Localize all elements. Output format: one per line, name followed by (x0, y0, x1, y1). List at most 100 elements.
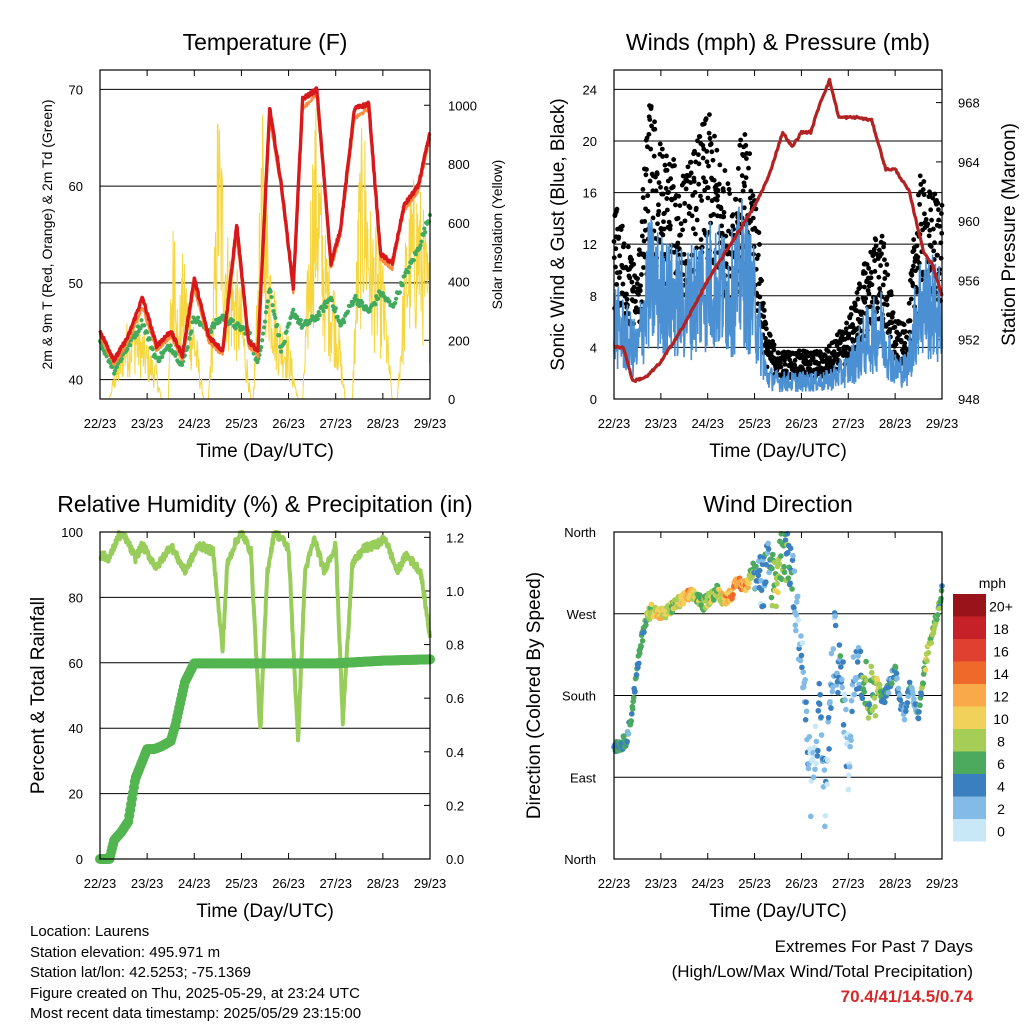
sonic-wind-line (613, 198, 943, 393)
gust-point (614, 281, 620, 287)
gust-point (675, 215, 681, 221)
extremes-subtitle: (High/Low/Max Wind/Total Precipitation) (671, 962, 973, 981)
direction-point (758, 587, 765, 594)
direction-point (753, 563, 759, 570)
gust-point (854, 290, 860, 295)
temp-2m-line (98, 86, 432, 363)
gust-point (885, 272, 891, 278)
gust-point (717, 162, 723, 168)
gust-point (907, 329, 913, 335)
gust-point (722, 168, 728, 173)
gust-point (660, 232, 666, 238)
direction-point (816, 701, 823, 707)
gust-point (876, 247, 882, 253)
gust-point (843, 326, 849, 332)
gust-point (652, 126, 658, 132)
gust-point (671, 157, 677, 162)
direction-point (806, 733, 813, 740)
gust-point (691, 178, 697, 184)
dewpoint-point (335, 314, 340, 319)
dewpoint-point (136, 329, 141, 334)
dewpoint-point (393, 301, 398, 306)
direction-point (915, 715, 922, 722)
gust-point (642, 219, 648, 224)
direction-point (854, 659, 861, 665)
gust-point (645, 208, 651, 214)
colorbar-label: 20+ (989, 598, 1013, 614)
x-tick-label: 29/23 (414, 416, 447, 431)
direction-point (765, 546, 772, 552)
gust-point (928, 207, 934, 213)
gust-point (682, 218, 688, 224)
gust-point (648, 146, 654, 152)
direction-point (781, 569, 788, 576)
gust-point (640, 195, 646, 201)
gust-point (757, 294, 763, 300)
direction-point (769, 565, 775, 572)
y-tick-label: 50 (69, 276, 83, 291)
dewpoint-point (402, 273, 407, 279)
y2-tick-label: 0.6 (446, 691, 464, 706)
gust-point (911, 237, 917, 243)
y-tick-label: 24 (583, 82, 597, 97)
gust-point (667, 223, 673, 229)
dewpoint-point (195, 315, 201, 320)
y-tick-label: West (567, 607, 597, 622)
direction-point (916, 709, 922, 715)
gust-point (823, 353, 828, 359)
gust-point (719, 223, 725, 229)
dewpoint-point (157, 358, 162, 363)
gust-point (631, 284, 637, 290)
dewpoint-point (134, 332, 139, 337)
direction-point (636, 660, 642, 667)
gust-point (873, 237, 879, 243)
gust-point (654, 171, 660, 177)
direction-point (810, 774, 817, 781)
figure-created: Figure created on Thu, 2025-05-29, at 23… (30, 984, 360, 1002)
gust-point (921, 192, 927, 198)
gust-point (855, 296, 861, 302)
dewpoint-point (345, 309, 351, 314)
direction-point (868, 663, 875, 670)
gust-point (917, 201, 923, 207)
gust-point (703, 116, 709, 122)
gust-point (614, 206, 620, 212)
gust-point (926, 233, 932, 239)
direction-point (904, 700, 911, 706)
dewpoint-point (329, 298, 335, 303)
direction-point (782, 537, 789, 544)
gust-point (799, 353, 805, 359)
direction-point (817, 691, 823, 698)
direction-point (815, 747, 821, 754)
gust-point (676, 246, 682, 252)
gust-point (782, 361, 788, 367)
direction-point (790, 552, 796, 559)
dewpoint-point (339, 322, 344, 327)
plot-border (99, 531, 431, 860)
direction-point (851, 691, 858, 698)
direction-point (924, 658, 930, 664)
gust-point (700, 142, 706, 148)
gust-point (910, 263, 916, 269)
gust-point (859, 310, 865, 316)
direction-point (818, 714, 824, 720)
dewpoint-point (342, 319, 347, 325)
gust-point (630, 288, 636, 294)
x-tick-label: 25/23 (225, 416, 258, 431)
y-tick-label: 40 (69, 721, 83, 736)
gust-point (869, 282, 875, 288)
gust-point (876, 274, 882, 280)
direction-point (628, 718, 635, 724)
dewpoint-point (287, 321, 292, 326)
gust-point (893, 341, 899, 347)
gust-point (826, 343, 832, 349)
gust-point (938, 255, 944, 261)
gust-point (836, 346, 842, 352)
gust-point (737, 142, 743, 148)
dewpoint-point (419, 239, 424, 244)
dewpoint-point (360, 300, 365, 305)
dewpoint-point (185, 345, 190, 350)
direction-point (756, 567, 763, 574)
dewpoint-point (265, 299, 270, 304)
colorbar-swatch (953, 661, 986, 684)
